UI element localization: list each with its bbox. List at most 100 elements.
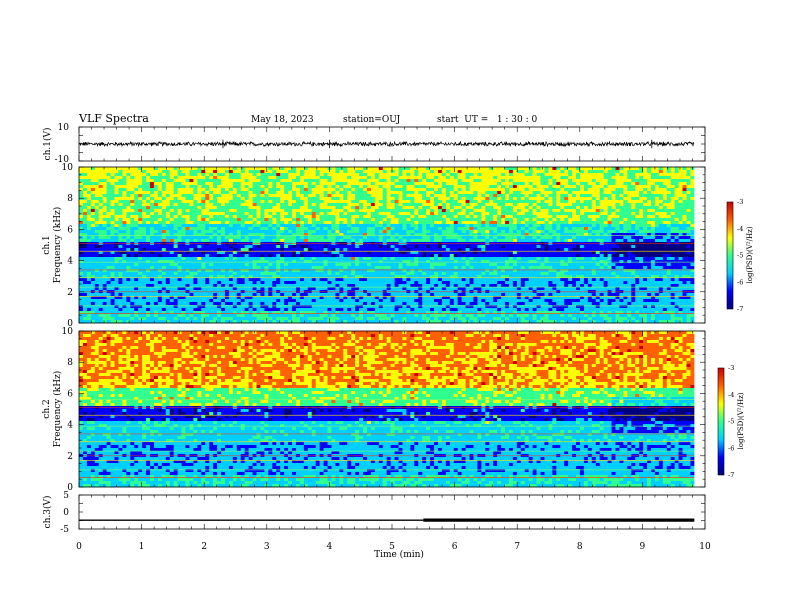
spectrogram-cell — [548, 206, 552, 209]
spectrogram-cell — [134, 215, 138, 218]
spectrogram-cell — [643, 254, 647, 257]
spectrogram-cell — [272, 212, 276, 215]
spectrogram-cell — [87, 218, 91, 221]
spectrogram-cell — [556, 254, 560, 257]
spectrogram-cell — [552, 203, 556, 206]
spectrogram-cell — [292, 218, 296, 221]
spectrogram-cell — [221, 185, 225, 188]
spectrogram-cell — [481, 236, 485, 239]
spectrogram-cell — [375, 203, 379, 206]
spectrogram-cell — [509, 188, 513, 191]
spectrogram-cell — [79, 206, 83, 209]
spectrogram-cell — [426, 191, 430, 194]
spectrogram-cell — [209, 173, 213, 176]
spectrogram-cell — [690, 206, 694, 209]
spectrogram-cell — [450, 212, 454, 215]
spectrogram-cell — [679, 197, 683, 200]
spectrogram-cell — [296, 182, 300, 185]
spectrogram-cell — [296, 167, 300, 170]
spectrogram-cell — [166, 191, 170, 194]
spectrogram-cell — [466, 236, 470, 239]
spectrogram-cell — [446, 212, 450, 215]
spectrogram-cell — [489, 194, 493, 197]
spectrogram-cell — [600, 215, 604, 218]
spectrogram-cell — [209, 257, 213, 260]
spectrogram-cell — [505, 191, 509, 194]
spectrogram-cell — [422, 230, 426, 233]
spectrogram-cell — [686, 188, 690, 191]
spectrogram-cell — [379, 185, 383, 188]
spectrogram-cell — [414, 224, 418, 227]
spectrogram-cell — [592, 200, 596, 203]
spectrogram-cell — [631, 212, 635, 215]
spectrogram-cell — [253, 245, 257, 248]
spectrogram-cell — [182, 224, 186, 227]
spectrogram-cell — [186, 173, 190, 176]
spectrogram-cell — [257, 215, 261, 218]
spectrogram-cell — [548, 209, 552, 212]
spectrogram-cell — [107, 209, 111, 212]
spectrogram-cell — [509, 209, 513, 212]
spectrogram-cell — [189, 200, 193, 203]
spectrogram-cell — [233, 197, 237, 200]
spectrogram-cell — [529, 236, 533, 239]
spectrogram-cell — [671, 197, 675, 200]
spectrogram-cell — [193, 257, 197, 260]
spectrogram-cell — [111, 188, 115, 191]
spectrogram-cell — [296, 176, 300, 179]
spectrogram-cell — [292, 167, 296, 170]
spectrogram-cell — [257, 218, 261, 221]
spectrogram-cell — [615, 206, 619, 209]
spectrogram-cell — [596, 221, 600, 224]
spectrogram-cell — [115, 179, 119, 182]
spectrogram-cell — [564, 218, 568, 221]
spectrogram-cell — [213, 218, 217, 221]
spectrogram-cell — [544, 227, 548, 230]
spectrogram-cell — [651, 209, 655, 212]
spectrogram-cell — [485, 245, 489, 248]
spectrogram-cell — [371, 200, 375, 203]
spectrogram-cell — [221, 188, 225, 191]
spectrogram-cell — [335, 254, 339, 257]
spectrogram-cell — [268, 197, 272, 200]
spectrogram-cell — [383, 209, 387, 212]
spectrogram-cell — [596, 206, 600, 209]
spectrogram-cell — [675, 257, 679, 260]
spectrogram-cell — [458, 176, 462, 179]
spectrogram-cell — [111, 218, 115, 221]
spectrogram-cell — [501, 248, 505, 251]
spectrogram-cell — [276, 176, 280, 179]
spectrogram-cell — [572, 239, 576, 242]
spectrogram-cell — [576, 248, 580, 251]
spectrogram-cell — [458, 188, 462, 191]
spectrogram-cell — [631, 206, 635, 209]
spectrogram-cell — [556, 218, 560, 221]
spectrogram-cell — [600, 239, 604, 242]
spectrogram-cell — [237, 206, 241, 209]
spectrogram-cell — [470, 179, 474, 182]
spectrogram-cell — [260, 167, 264, 170]
spectrogram-cell — [627, 170, 631, 173]
spectrogram-cell — [324, 206, 328, 209]
spectrogram-cell — [651, 218, 655, 221]
spectrogram-cell — [288, 206, 292, 209]
spectrogram-cell — [655, 194, 659, 197]
spectrogram-cell — [525, 209, 529, 212]
spectrogram-cell — [619, 194, 623, 197]
spectrogram-cell — [627, 239, 631, 242]
spectrogram-cell — [272, 167, 276, 170]
spectrogram-cell — [596, 230, 600, 233]
spectrogram-cell — [580, 215, 584, 218]
spectrogram-cell — [347, 197, 351, 200]
spectrogram-cell — [134, 191, 138, 194]
spectrogram-cell — [537, 230, 541, 233]
spectrogram-cell — [158, 209, 162, 212]
spectrogram-cell — [651, 245, 655, 248]
spectrogram-cell — [580, 197, 584, 200]
spectrogram-cell — [600, 227, 604, 230]
spectrogram-cell — [442, 191, 446, 194]
spectrogram-cell — [233, 212, 237, 215]
spectrogram-cell — [87, 260, 91, 263]
spectrogram-cell — [339, 203, 343, 206]
spectrogram-cell — [209, 182, 213, 185]
